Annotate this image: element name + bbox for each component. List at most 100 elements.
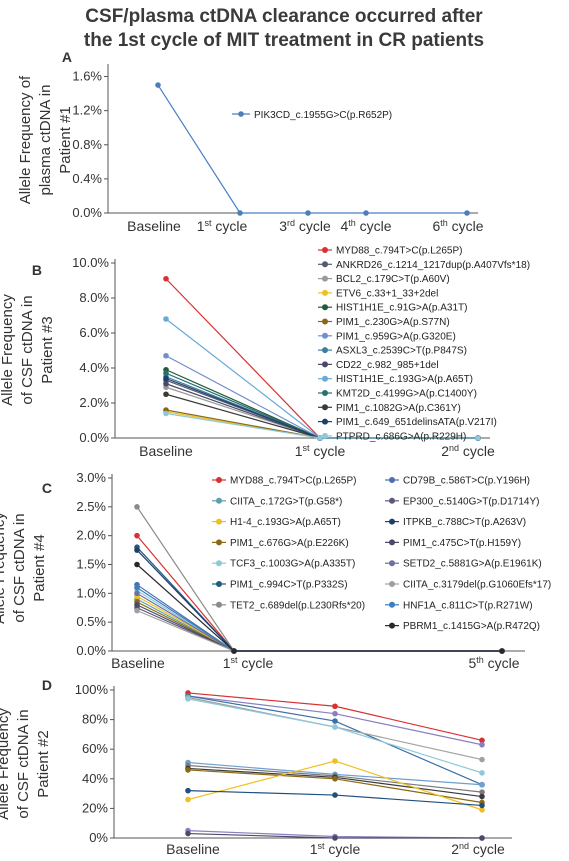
chart-panel-a: Allele Frequency of plasma ctDNA in Patien…	[17, 64, 484, 234]
data-point	[332, 710, 338, 717]
y-tick-label: 0.0%	[79, 430, 109, 445]
data-point	[332, 758, 338, 764]
y-axis-label: Patient #3	[39, 316, 56, 384]
data-point	[185, 696, 191, 702]
x-tick-label: 3rd cycle	[279, 218, 331, 234]
legend-label: MYD88_c.794T>C(p.L265P)	[230, 476, 356, 487]
x-tick-label: 1st cycle	[310, 841, 361, 857]
y-tick-label: 6.0%	[79, 325, 109, 340]
legend-marker	[322, 261, 328, 268]
x-tick-label: Baseline	[139, 443, 193, 459]
data-point	[134, 547, 140, 553]
y-tick-label: 2.0%	[79, 395, 109, 410]
legend-label: PIM1_c.676G>A(p.E226K)	[230, 538, 349, 549]
legend-marker	[322, 289, 328, 296]
legend-label: CD79B_c.586T>C(p.Y196H)	[403, 476, 530, 487]
series-line	[136, 584, 502, 652]
y-axis-label: of CSF ctDNA in	[19, 295, 36, 404]
panel-label-d: D	[42, 677, 52, 693]
legend-label: CIITA_c.3179del(p.G1060Efs*17)	[403, 580, 551, 591]
legend-marker	[216, 560, 222, 567]
y-axis-label: Patient #2	[35, 730, 52, 798]
data-point	[332, 776, 338, 782]
data-point	[134, 584, 140, 591]
data-point	[185, 767, 191, 773]
legend-label: PTPRD_c.686G>A(p.R229H)	[336, 431, 466, 442]
y-tick-label: 100%	[75, 682, 109, 697]
legend-label: CIITA_c.172G>T(p.G58*)	[230, 496, 342, 507]
y-tick-label: 40%	[82, 771, 108, 786]
data-point	[134, 590, 140, 597]
figure-title-line-1: CSF/plasma ctDNA clearance occurred afte…	[85, 6, 483, 27]
y-axis-label: Allele Frequency of	[17, 75, 34, 204]
x-tick-label: 2nd cycle	[441, 443, 495, 459]
y-tick-label: 0.8%	[72, 137, 102, 152]
legend-label: SETD2_c.5881G>A(p.E1961K)	[403, 559, 542, 570]
legend-marker	[322, 390, 328, 396]
data-point	[163, 391, 169, 398]
legend-marker	[389, 477, 395, 483]
legend-marker	[216, 497, 222, 504]
legend-label: PBRM1_c.1415G>A(p.R472Q)	[403, 621, 540, 632]
y-axis-label: plasma ctDNA in	[37, 85, 54, 196]
y-tick-label: 20%	[82, 800, 108, 815]
data-point	[479, 835, 485, 841]
y-tick-label: 0.0%	[72, 205, 102, 220]
y-tick-label: 1.0%	[76, 585, 106, 600]
legend-label: PIM1_c.475C>T(p.H159Y)	[403, 538, 521, 549]
data-point	[464, 210, 470, 216]
legend-marker	[322, 361, 328, 368]
data-point	[363, 210, 369, 216]
legend-marker	[322, 275, 328, 282]
legend-label: ETV6_c.33+1_33+2del	[336, 288, 438, 299]
x-tick-label: 5th cycle	[468, 655, 519, 671]
legend-label: PIM1_c.230G>A(p.S77N)	[336, 317, 450, 328]
y-axis-label: of CSF ctDNA in	[15, 709, 32, 818]
x-tick-label: 1st cycle	[295, 443, 346, 459]
legend-label: MYD88_c.794T>C(p.L265P)	[336, 246, 462, 257]
series-line	[187, 692, 483, 741]
y-tick-label: 2.5%	[76, 499, 106, 514]
y-tick-label: 0.4%	[72, 171, 102, 186]
legend-label: HIST1H1E_c.91G>A(p.A31T)	[336, 303, 467, 314]
legend-label: BCL2_c.179C>T(p.A60V)	[336, 274, 450, 285]
y-axis-label: Allele Frequency	[0, 708, 12, 820]
legend-label: ASXL3_c.2539C>T(p.P847S)	[336, 346, 467, 357]
data-point	[185, 796, 191, 803]
x-tick-label: Baseline	[111, 655, 165, 671]
y-axis-label: of CSF ctDNA in	[11, 513, 28, 622]
legend-label: TCF3_c.1003G>A(p.A335T)	[230, 559, 355, 570]
legend-marker	[216, 539, 222, 546]
legend-label: PIM1_c.1082G>A(p.C361Y)	[336, 403, 461, 414]
data-point	[479, 737, 485, 744]
data-point	[479, 756, 485, 763]
y-axis-label: Allele Frequency	[0, 512, 8, 624]
legend-label: PIM1_c.959G>A(p.G320E)	[336, 331, 456, 342]
data-point	[237, 210, 243, 216]
data-point	[134, 504, 140, 510]
x-tick-label: 6th cycle	[432, 218, 483, 234]
legend-label: HNF1A_c.811C>T(p.R271W)	[403, 600, 533, 611]
panel-label-c: C	[42, 480, 52, 496]
legend-marker	[389, 539, 395, 546]
legend-marker	[389, 622, 395, 629]
y-tick-label: 80%	[82, 712, 108, 727]
legend-marker	[389, 560, 395, 567]
data-point	[134, 532, 140, 539]
legend-marker	[322, 375, 328, 382]
chart-panel-b: Allele Frequency of CSF ctDNA in Patient #…	[0, 246, 530, 460]
y-tick-label: 1.5%	[76, 557, 106, 572]
series-line	[157, 84, 467, 214]
x-tick-label: Baseline	[166, 841, 220, 857]
legend-marker	[322, 304, 328, 311]
data-point	[185, 830, 191, 837]
x-tick-label: 4th cycle	[340, 218, 391, 234]
data-point	[134, 602, 140, 608]
data-point	[332, 792, 338, 798]
data-point	[163, 370, 169, 377]
data-point	[332, 724, 338, 730]
data-point	[332, 718, 338, 724]
legend-marker	[216, 477, 222, 483]
x-tick-label: 1st cycle	[197, 218, 248, 234]
